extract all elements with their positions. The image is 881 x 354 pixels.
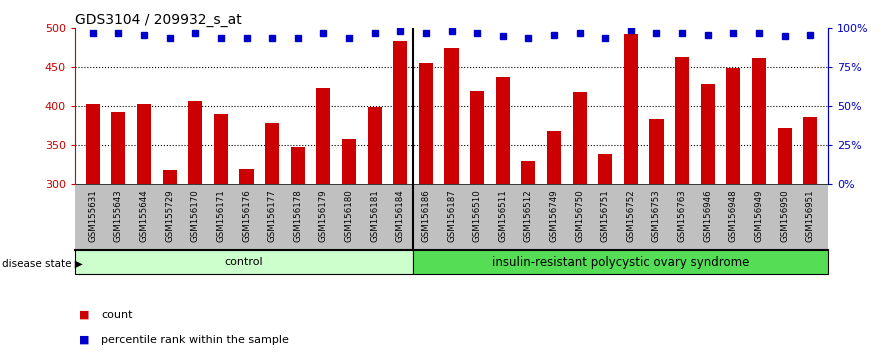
Bar [291, 148, 305, 184]
Text: ■: ■ [79, 310, 90, 320]
Bar [189, 101, 203, 184]
Text: percentile rank within the sample: percentile rank within the sample [101, 335, 289, 345]
Bar [265, 122, 279, 184]
Text: GSM156179: GSM156179 [319, 189, 328, 242]
Text: GSM156512: GSM156512 [524, 189, 533, 242]
Bar [496, 78, 510, 184]
Text: GSM156178: GSM156178 [293, 189, 302, 242]
Text: GSM156181: GSM156181 [370, 189, 379, 242]
Bar [445, 48, 458, 184]
Bar [778, 128, 792, 184]
Text: GSM156951: GSM156951 [806, 189, 815, 242]
Bar [240, 169, 254, 184]
Text: GSM156948: GSM156948 [729, 189, 738, 242]
Bar [111, 113, 125, 184]
Text: GSM156177: GSM156177 [268, 189, 277, 242]
Bar [137, 104, 152, 184]
Bar [75, 250, 412, 274]
Text: GSM156763: GSM156763 [677, 189, 686, 242]
Text: count: count [101, 310, 133, 320]
Text: GSM156946: GSM156946 [703, 189, 712, 242]
Text: GSM156749: GSM156749 [550, 189, 559, 242]
Text: GSM156750: GSM156750 [575, 189, 584, 242]
Text: GSM156950: GSM156950 [780, 189, 789, 242]
Text: GSM156170: GSM156170 [191, 189, 200, 242]
Bar [547, 131, 561, 184]
Bar [418, 63, 433, 184]
Bar [316, 87, 330, 184]
Bar [412, 250, 828, 274]
Text: GSM156949: GSM156949 [754, 189, 764, 242]
Bar [163, 170, 177, 184]
Text: GSM156184: GSM156184 [396, 189, 404, 242]
Bar [726, 68, 740, 184]
Text: control: control [225, 257, 263, 267]
Text: GSM156171: GSM156171 [217, 189, 226, 242]
Bar [214, 114, 228, 184]
Text: GSM156180: GSM156180 [344, 189, 353, 242]
Bar [649, 119, 663, 184]
Text: ■: ■ [79, 335, 90, 345]
Bar [751, 58, 766, 184]
Bar [598, 154, 612, 184]
Text: GSM155643: GSM155643 [114, 189, 123, 242]
Bar [675, 57, 689, 184]
Bar [700, 84, 714, 184]
Bar [803, 117, 818, 184]
Bar [470, 91, 485, 184]
Text: GSM155729: GSM155729 [165, 189, 174, 242]
Text: GSM156176: GSM156176 [242, 189, 251, 242]
Text: GSM156186: GSM156186 [421, 189, 431, 242]
Bar [624, 34, 638, 184]
Text: GDS3104 / 209932_s_at: GDS3104 / 209932_s_at [75, 13, 241, 27]
Bar [393, 41, 407, 184]
Bar [522, 161, 536, 184]
Text: GSM156511: GSM156511 [499, 189, 507, 242]
Bar [573, 92, 587, 184]
Text: GSM156751: GSM156751 [601, 189, 610, 242]
Bar [85, 104, 100, 184]
Text: GSM155631: GSM155631 [88, 189, 97, 242]
Text: GSM156752: GSM156752 [626, 189, 635, 242]
Text: GSM156510: GSM156510 [472, 189, 482, 242]
Text: GSM155644: GSM155644 [139, 189, 149, 242]
Text: GSM156753: GSM156753 [652, 189, 661, 242]
Text: GSM156187: GSM156187 [447, 189, 456, 242]
Bar [367, 107, 381, 184]
Text: disease state ▶: disease state ▶ [2, 259, 83, 269]
Bar [342, 139, 356, 184]
Text: insulin-resistant polycystic ovary syndrome: insulin-resistant polycystic ovary syndr… [492, 256, 749, 269]
